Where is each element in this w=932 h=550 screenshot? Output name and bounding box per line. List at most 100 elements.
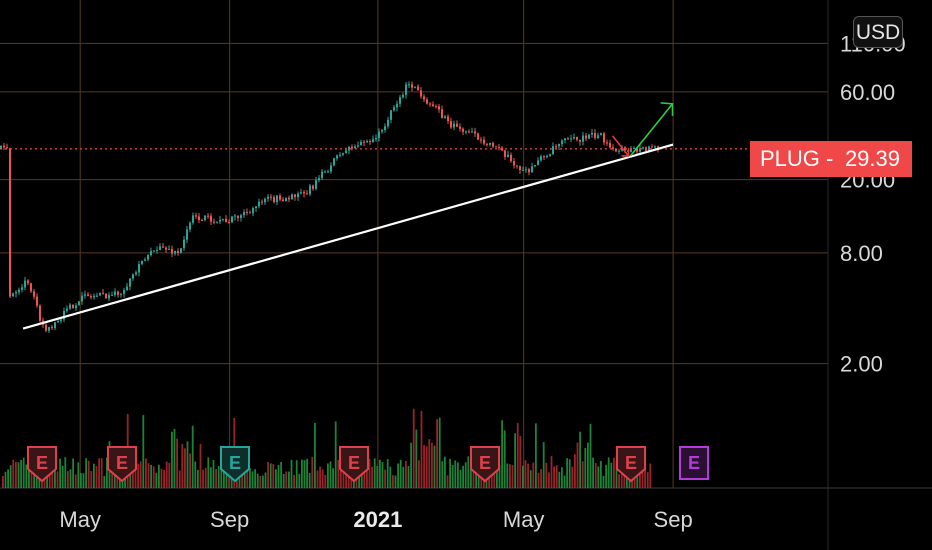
candle-body xyxy=(75,305,77,309)
candle-body xyxy=(300,192,302,194)
candle-body xyxy=(471,131,473,133)
candle-body xyxy=(432,104,434,107)
volume-bar xyxy=(646,472,649,488)
candle-body xyxy=(303,192,305,194)
candle-body xyxy=(585,135,587,139)
currency-button[interactable]: USD xyxy=(853,16,903,48)
volume-bar xyxy=(22,457,25,488)
earnings-marker[interactable] xyxy=(220,446,250,483)
volume-bar xyxy=(334,421,337,488)
candle-body xyxy=(423,96,425,100)
volume-bar xyxy=(215,469,217,488)
volume-bar xyxy=(20,459,22,488)
candle-body xyxy=(180,248,182,254)
volume-bar xyxy=(293,474,295,488)
volume-bar xyxy=(610,462,613,488)
volume-bar xyxy=(402,466,405,488)
candle-body xyxy=(363,141,365,143)
candle-body xyxy=(561,140,563,144)
volume-bar xyxy=(28,468,30,488)
candle-body xyxy=(264,198,266,203)
earnings-marker[interactable] xyxy=(27,446,57,483)
candle-body xyxy=(372,139,374,142)
candle-body xyxy=(255,206,257,209)
volume-bar xyxy=(449,458,451,488)
volume-bar xyxy=(119,475,121,488)
candle-body xyxy=(414,86,416,88)
volume-bar xyxy=(511,464,514,488)
volume-bar xyxy=(594,463,597,488)
candle-body xyxy=(405,84,407,95)
volume-bar xyxy=(295,460,298,488)
candle-body xyxy=(69,304,71,309)
volume-bar xyxy=(178,470,181,488)
earnings-marker[interactable] xyxy=(616,446,646,483)
volume-bar xyxy=(199,443,202,488)
volume-bar xyxy=(644,467,646,488)
volume-bar xyxy=(321,469,324,488)
volume-bar xyxy=(165,461,168,488)
volume-bar xyxy=(371,466,373,488)
volume-bar xyxy=(571,466,574,488)
volume-bar xyxy=(132,468,134,488)
candle-body xyxy=(138,264,140,273)
x-tick-label: Sep xyxy=(210,507,249,532)
candle-body xyxy=(60,319,62,322)
candle-body xyxy=(285,197,287,202)
candle-body xyxy=(324,171,326,173)
candle-body xyxy=(288,197,290,200)
earnings-marker[interactable] xyxy=(339,446,369,483)
candle-body xyxy=(57,321,59,323)
volume-bar xyxy=(150,464,152,488)
candle-body xyxy=(207,215,209,217)
volume-bar xyxy=(256,473,259,488)
candle-body xyxy=(450,121,452,128)
volume-bar xyxy=(176,438,178,488)
last-price-value: 29.39 xyxy=(844,146,900,171)
volume-bar xyxy=(197,469,199,488)
volume-bar xyxy=(306,458,308,488)
candle-body xyxy=(507,154,509,157)
volume-bar xyxy=(100,458,103,488)
volume-bar xyxy=(319,466,321,488)
candle-body xyxy=(177,250,179,254)
earnings-marker[interactable] xyxy=(107,446,137,483)
volume-bar xyxy=(282,473,285,488)
candle-body xyxy=(195,215,197,217)
candle-body xyxy=(45,324,47,331)
candle-body xyxy=(216,221,218,223)
candle-body xyxy=(597,135,599,138)
candle-body xyxy=(312,185,314,189)
volume-bar xyxy=(288,471,290,488)
volume-bar xyxy=(269,463,272,488)
trendline[interactable] xyxy=(22,143,674,330)
volume-bar xyxy=(579,431,581,488)
volume-bar xyxy=(64,457,67,488)
candle-body xyxy=(555,146,557,148)
earnings-marker[interactable] xyxy=(679,446,709,480)
candle-body xyxy=(603,133,605,143)
candle-body xyxy=(111,294,113,296)
volume-bar xyxy=(181,444,184,488)
volume-bar xyxy=(376,466,379,488)
volume-bar xyxy=(324,474,327,488)
volume-bar xyxy=(314,422,316,488)
candle-body xyxy=(357,145,359,147)
candle-body xyxy=(129,278,131,287)
volume-bar xyxy=(558,471,561,488)
candle-body xyxy=(378,131,380,138)
volume-bar xyxy=(373,458,376,488)
earnings-marker[interactable] xyxy=(470,446,500,483)
candle-body xyxy=(123,290,125,294)
volume-bar xyxy=(264,472,267,488)
volume-bar xyxy=(472,464,475,488)
candle-body xyxy=(411,84,413,88)
volume-bar xyxy=(277,465,280,488)
candle-body xyxy=(504,150,506,157)
candle-body xyxy=(483,139,485,144)
candle-body xyxy=(465,131,467,133)
candle-body xyxy=(564,138,566,141)
candle-body xyxy=(573,136,575,139)
earnings-marker-label: E xyxy=(229,453,241,473)
